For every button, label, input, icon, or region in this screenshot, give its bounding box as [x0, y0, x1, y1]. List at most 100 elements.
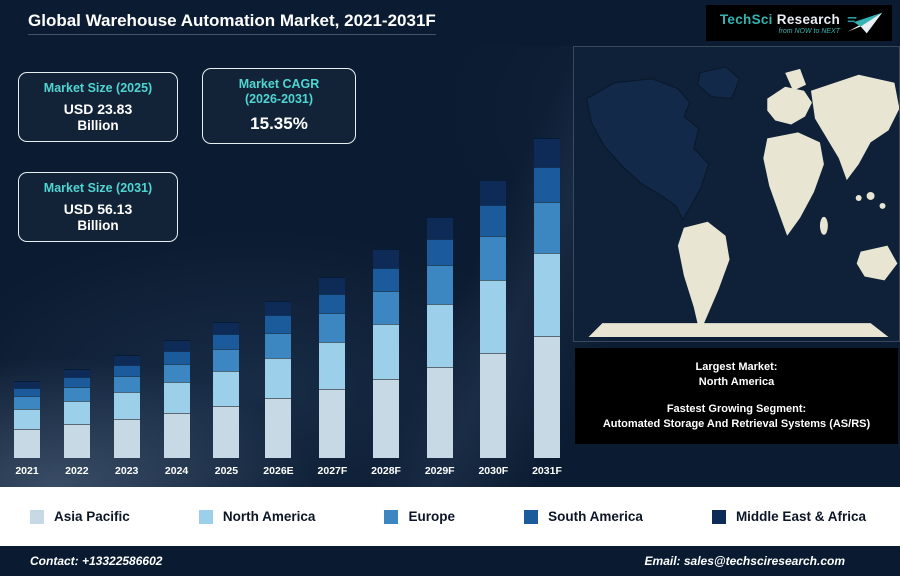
- bar-segment-north-america: [373, 324, 400, 379]
- bar-segment-south-america: [319, 293, 346, 314]
- stat-unit: Billion: [77, 117, 119, 133]
- bar-segment-north-america: [63, 401, 90, 425]
- map-africa: [763, 132, 824, 236]
- bar-segment-europe: [426, 265, 453, 304]
- bar-segment-europe: [319, 313, 346, 343]
- bar-segment-asia-pacific: [163, 413, 190, 458]
- bar-segment-europe: [480, 235, 507, 281]
- bar-segment-middle-east-africa: [319, 277, 346, 294]
- bar-segment-europe: [113, 375, 140, 393]
- map-island: [855, 194, 862, 201]
- fastest-segment-label: Fastest Growing Segment:: [666, 403, 807, 415]
- bar-segment-north-america: [480, 280, 507, 353]
- stat-unit: Billion: [77, 217, 119, 233]
- bar-segment-middle-east-africa: [426, 217, 453, 239]
- bar-segment-south-america: [533, 166, 560, 203]
- bar-segment-europe: [533, 202, 560, 254]
- logo-brand-part1: TechSci: [719, 11, 773, 27]
- bar-column-2021: 2021: [14, 132, 40, 478]
- legend-item-south-america: South America: [524, 509, 643, 524]
- bar-segment-asia-pacific: [319, 389, 346, 458]
- bar-chart: 2021 2022 2023 2024 2025 2026E 2027F 2028F 2029F…: [14, 132, 562, 478]
- stat-value: USD 56.13: [63, 200, 133, 217]
- bar-segment-asia-pacific: [533, 336, 560, 458]
- legend-swatch-north-america: [198, 509, 213, 524]
- bar-column-2030F: 2030F: [478, 132, 508, 478]
- bar-segment-north-america: [213, 370, 240, 407]
- legend-item-middle-east-africa: Middle East & Africa: [711, 509, 866, 524]
- bar-segment-asia-pacific: [213, 406, 240, 458]
- bar-segment-middle-east-africa: [373, 249, 400, 269]
- bar-segment-asia-pacific: [373, 378, 400, 458]
- bar-segment-south-america: [426, 238, 453, 266]
- header: Global Warehouse Automation Market, 2021…: [0, 0, 900, 46]
- stat-box-market-cagr: Market CAGR (2026-2031) 15.35%: [202, 68, 356, 144]
- bar-segment-asia-pacific: [14, 428, 40, 458]
- bar-segment-europe: [213, 349, 240, 371]
- bar-segment-south-america: [63, 376, 90, 387]
- bar-segment-middle-east-africa: [265, 301, 292, 316]
- stat-label: Market Size (2031): [43, 181, 153, 196]
- x-axis-label: 2029F: [424, 465, 455, 477]
- bar-segment-middle-east-africa: [63, 368, 90, 377]
- map-europe: [767, 86, 812, 125]
- map-island: [879, 202, 886, 209]
- bar-column-2029F: 2029F: [425, 132, 455, 478]
- world-map: [573, 46, 900, 342]
- footer: Contact: +13322586602 Email: sales@techs…: [0, 546, 900, 576]
- bar-segment-north-america: [319, 342, 346, 390]
- map-antarctica: [588, 323, 889, 338]
- x-axis-label: 2023: [115, 465, 139, 477]
- bar-segment-south-america: [480, 205, 507, 236]
- bar-stack: [533, 138, 560, 458]
- stat-label: Market Size (2025): [43, 81, 153, 96]
- bar-column-2025: 2025: [213, 132, 240, 478]
- footer-email: Email: sales@techsciresearch.com: [644, 554, 845, 568]
- bar-segment-europe: [265, 332, 292, 358]
- bar-segment-north-america: [426, 303, 453, 367]
- x-axis-label: 2031F: [532, 465, 562, 477]
- bar-segment-south-america: [265, 315, 292, 333]
- bar-segment-europe: [14, 396, 40, 409]
- stat-label: Market CAGR: [238, 76, 320, 91]
- bar-segment-europe: [373, 291, 400, 325]
- bar-column-2023: 2023: [113, 132, 140, 478]
- bar-column-2022: 2022: [63, 132, 90, 478]
- bar-column-2031F: 2031F: [532, 132, 562, 478]
- bar-segment-north-america: [533, 253, 560, 337]
- legend-item-north-america: North America: [198, 509, 315, 524]
- bar-segment-asia-pacific: [113, 419, 140, 458]
- x-axis-label: 2025: [214, 465, 239, 477]
- stat-value: 15.35%: [250, 114, 308, 134]
- bar-stack: [163, 339, 190, 458]
- x-axis-label: 2028F: [371, 465, 401, 477]
- bar-stack: [480, 180, 507, 458]
- map-australia: [856, 245, 898, 281]
- stat-box-market-size-2031: Market Size (2031) USD 56.13 Billion: [18, 172, 178, 242]
- map-greenland: [697, 66, 741, 100]
- bar-stack: [319, 277, 346, 458]
- x-axis-label: 2021: [15, 465, 39, 477]
- bar-segment-north-america: [163, 382, 190, 414]
- bar-column-2028F: 2028F: [371, 132, 401, 478]
- legend-swatch-europe: [384, 509, 399, 524]
- bar-stack: [373, 249, 400, 458]
- legend-swatch-middle-east-africa: [711, 509, 726, 524]
- bar-stack: [14, 380, 40, 458]
- stat-box-market-size-2025: Market Size (2025) USD 23.83 Billion: [18, 72, 178, 142]
- logo-brand: TechSci Research: [720, 12, 840, 27]
- logo-brand-part2: Research: [776, 11, 840, 27]
- bar-segment-north-america: [113, 392, 140, 419]
- x-axis-label: 2026E: [263, 465, 294, 477]
- bar-segment-middle-east-africa: [163, 339, 190, 351]
- page-title: Global Warehouse Automation Market, 2021…: [28, 11, 436, 35]
- main-canvas: Market Size (2025) USD 23.83 Billion Mar…: [0, 46, 900, 487]
- bar-segment-south-america: [14, 387, 40, 397]
- bar-stack: [213, 322, 240, 458]
- bar-segment-middle-east-africa: [14, 380, 40, 388]
- bar-stack: [265, 301, 292, 458]
- bar-segment-south-america: [163, 350, 190, 364]
- map-south-america: [677, 221, 730, 334]
- logo-text: TechSci Research from NOW to NEXT: [720, 12, 840, 35]
